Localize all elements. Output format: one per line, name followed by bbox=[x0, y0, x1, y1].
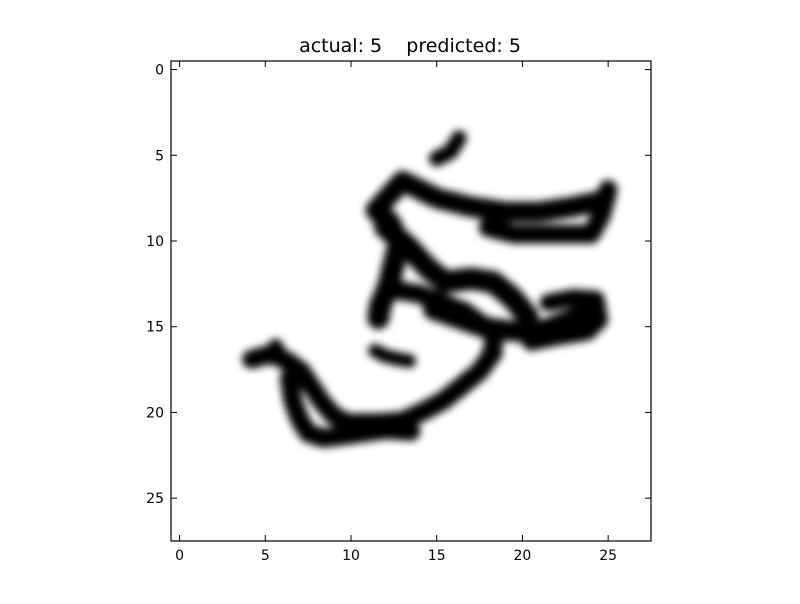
digit-stroke-7 bbox=[380, 279, 505, 362]
y-tick-label: 25 bbox=[146, 491, 164, 507]
x-tick-label: 25 bbox=[599, 548, 617, 564]
plot-frame bbox=[170, 60, 652, 542]
x-tick-label: 15 bbox=[428, 548, 446, 564]
y-tick-label: 20 bbox=[146, 405, 164, 421]
x-tick-label: 0 bbox=[175, 548, 184, 564]
digit-stroke-6 bbox=[522, 289, 609, 351]
y-axis-tick-labels: 0 5 10 15 20 25 bbox=[146, 63, 164, 508]
x-axis-tick-labels: 0 5 10 15 20 25 bbox=[175, 548, 617, 564]
x-tick-label: 5 bbox=[261, 548, 270, 564]
y-tick-label: 10 bbox=[146, 234, 164, 250]
chart-title: actual: 5 predicted: 5 bbox=[299, 35, 521, 57]
digit-stroke-0 bbox=[429, 130, 467, 167]
digit-stroke-12 bbox=[279, 368, 421, 448]
digit-stroke-11 bbox=[268, 338, 300, 377]
y-tick-label: 15 bbox=[146, 320, 164, 336]
digit-stroke-8 bbox=[368, 343, 417, 368]
digit-stroke-2 bbox=[478, 180, 618, 244]
axis-ticks bbox=[171, 61, 651, 541]
x-tick-label: 20 bbox=[514, 548, 532, 564]
digit-stroke-4 bbox=[374, 216, 539, 328]
digit-image bbox=[242, 130, 618, 448]
digit-stroke-1 bbox=[371, 170, 616, 223]
y-tick-label: 5 bbox=[155, 148, 164, 164]
y-tick-label: 0 bbox=[155, 63, 164, 79]
x-tick-label: 10 bbox=[342, 548, 360, 564]
